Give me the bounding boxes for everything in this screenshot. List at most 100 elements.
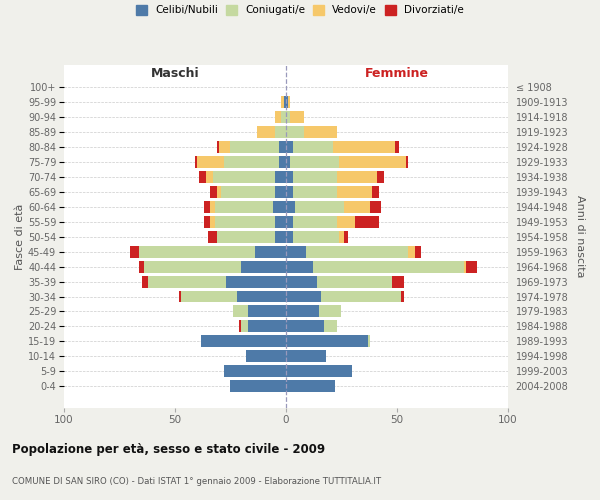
Bar xyxy=(337,170,377,182)
Bar xyxy=(406,156,408,168)
Bar xyxy=(339,230,344,242)
Bar xyxy=(395,140,399,152)
Bar xyxy=(224,156,279,168)
Bar xyxy=(142,276,148,287)
Bar xyxy=(275,110,281,122)
Bar xyxy=(337,186,373,198)
Bar xyxy=(295,200,344,212)
Bar xyxy=(215,200,272,212)
Bar xyxy=(203,200,211,212)
Bar xyxy=(286,260,313,272)
Bar xyxy=(230,140,279,152)
Bar xyxy=(284,96,286,108)
Bar xyxy=(275,230,286,242)
Bar xyxy=(415,246,421,258)
Bar xyxy=(408,246,415,258)
Bar xyxy=(230,380,286,392)
Bar xyxy=(275,126,286,138)
Bar xyxy=(286,140,293,152)
Bar xyxy=(286,246,306,258)
Bar xyxy=(306,246,408,258)
Bar xyxy=(255,246,286,258)
Bar xyxy=(286,110,290,122)
Bar xyxy=(130,246,139,258)
Bar xyxy=(293,140,332,152)
Bar xyxy=(144,260,241,272)
Bar xyxy=(286,230,293,242)
Bar xyxy=(286,96,288,108)
Text: Maschi: Maschi xyxy=(151,66,199,80)
Bar xyxy=(370,200,382,212)
Bar xyxy=(392,276,404,287)
Legend: Celibi/Nubili, Coniugati/e, Vedovi/e, Divorziati/e: Celibi/Nubili, Coniugati/e, Vedovi/e, Di… xyxy=(136,5,464,15)
Bar xyxy=(337,216,355,228)
Bar xyxy=(217,186,221,198)
Bar xyxy=(241,260,286,272)
Bar xyxy=(286,366,352,378)
Bar xyxy=(241,320,248,332)
Bar xyxy=(226,276,286,287)
Bar xyxy=(208,230,217,242)
Bar xyxy=(246,350,286,362)
Bar xyxy=(195,156,197,168)
Bar xyxy=(279,156,286,168)
Bar xyxy=(290,110,304,122)
Bar xyxy=(401,290,404,302)
Bar xyxy=(206,170,212,182)
Bar xyxy=(286,216,293,228)
Bar xyxy=(373,186,379,198)
Bar xyxy=(293,170,337,182)
Text: COMUNE DI SAN SIRO (CO) - Dati ISTAT 1° gennaio 2009 - Elaborazione TUTTITALIA.I: COMUNE DI SAN SIRO (CO) - Dati ISTAT 1° … xyxy=(12,477,381,486)
Bar xyxy=(313,260,464,272)
Bar xyxy=(248,320,286,332)
Bar xyxy=(288,96,290,108)
Bar xyxy=(212,170,275,182)
Bar xyxy=(304,126,337,138)
Bar xyxy=(286,320,323,332)
Bar xyxy=(286,200,295,212)
Bar xyxy=(319,306,341,318)
Bar xyxy=(221,186,275,198)
Bar xyxy=(377,170,383,182)
Bar xyxy=(275,186,286,198)
Text: Femmine: Femmine xyxy=(365,66,429,80)
Bar xyxy=(179,290,181,302)
Bar xyxy=(202,336,286,347)
Text: Popolazione per età, sesso e stato civile - 2009: Popolazione per età, sesso e stato civil… xyxy=(12,442,325,456)
Bar xyxy=(275,170,286,182)
Bar xyxy=(368,336,370,347)
Bar xyxy=(199,170,206,182)
Bar xyxy=(466,260,477,272)
Bar xyxy=(286,126,304,138)
Bar xyxy=(464,260,466,272)
Bar xyxy=(257,126,275,138)
Bar xyxy=(237,290,286,302)
Bar xyxy=(322,290,401,302)
Bar xyxy=(344,230,348,242)
Bar xyxy=(281,110,286,122)
Bar xyxy=(281,96,284,108)
Bar xyxy=(275,216,286,228)
Bar xyxy=(215,216,275,228)
Bar xyxy=(197,156,224,168)
Bar xyxy=(293,230,339,242)
Bar xyxy=(286,186,293,198)
Bar xyxy=(203,216,211,228)
Bar xyxy=(286,380,335,392)
Bar xyxy=(286,306,319,318)
Bar xyxy=(272,200,286,212)
Bar xyxy=(286,290,322,302)
Y-axis label: Anni di nascita: Anni di nascita xyxy=(575,196,585,278)
Bar xyxy=(248,306,286,318)
Bar xyxy=(332,140,395,152)
Bar xyxy=(279,140,286,152)
Bar xyxy=(233,306,248,318)
Bar xyxy=(317,276,392,287)
Bar xyxy=(148,276,226,287)
Bar xyxy=(293,216,337,228)
Y-axis label: Fasce di età: Fasce di età xyxy=(15,204,25,270)
Bar xyxy=(211,200,215,212)
Bar xyxy=(323,320,337,332)
Bar xyxy=(290,156,339,168)
Bar xyxy=(286,170,293,182)
